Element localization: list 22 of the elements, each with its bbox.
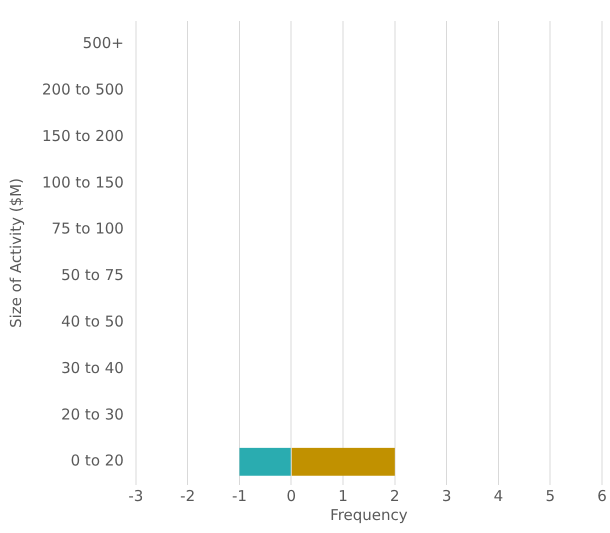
y-tick-label: 40 to 50 (61, 312, 124, 330)
y-tick-label: 0 to 20 (70, 452, 124, 470)
y-axis-title: Size of Activity ($M) (6, 178, 25, 328)
y-tick-label: 50 to 75 (61, 266, 124, 284)
x-tick-label: 4 (494, 486, 504, 505)
y-tick-label: 75 to 100 (52, 220, 124, 238)
y-tick-label: 100 to 150 (42, 173, 124, 192)
x-tick-label: 3 (442, 486, 452, 505)
x-tick-label: 1 (338, 486, 348, 505)
x-tick-label: -3 (128, 486, 144, 505)
x-tick-label: -1 (232, 486, 247, 505)
y-tick-label: 150 to 200 (42, 126, 124, 145)
x-axis-title: Frequency (330, 506, 408, 524)
y-tick-label: 20 to 30 (61, 405, 124, 424)
x-tick-label: 2 (390, 486, 400, 505)
y-tick-label: 500+ (82, 34, 124, 52)
x-tick-label: -2 (180, 486, 196, 505)
x-tick-label: 6 (597, 486, 607, 505)
y-tick-label: 30 to 40 (61, 358, 124, 377)
y-tick-label: 200 to 500 (42, 80, 124, 98)
x-tick-label: 0 (286, 486, 296, 505)
x-tick-label: 5 (545, 486, 555, 505)
